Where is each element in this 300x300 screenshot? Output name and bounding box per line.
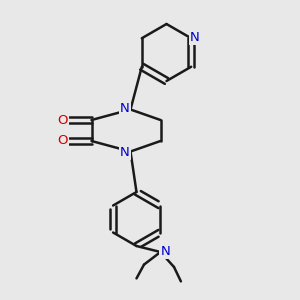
Text: N: N (190, 31, 200, 44)
Text: O: O (57, 134, 68, 148)
Text: N: N (120, 146, 130, 159)
Text: O: O (57, 113, 68, 127)
Text: N: N (160, 245, 170, 258)
Text: N: N (120, 102, 130, 116)
